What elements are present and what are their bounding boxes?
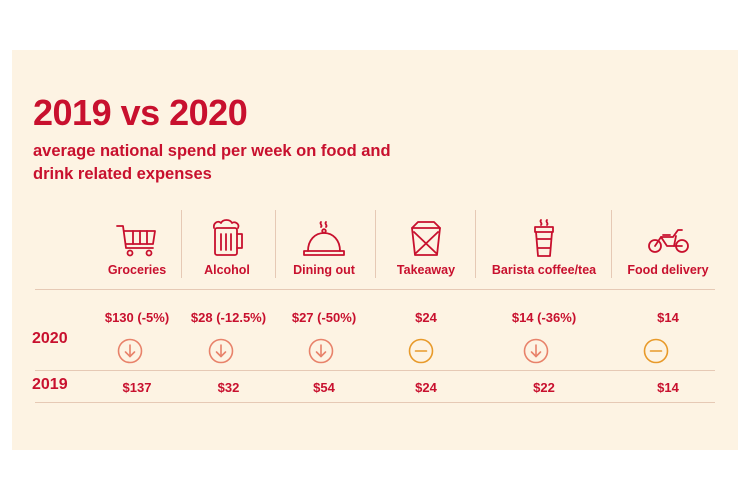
down-arrow-icon	[117, 338, 143, 364]
value-2020-dining-out: $27 (-50%)	[291, 310, 357, 325]
row-divider	[35, 370, 715, 371]
column-label: Barista coffee/tea	[491, 263, 597, 277]
no-change-icon	[408, 338, 434, 364]
value-2019-groceries: $137	[122, 380, 152, 395]
no-change-icon	[643, 338, 669, 364]
column-groceries: Groceries	[92, 210, 182, 290]
infographic-card: 2019 vs 2020 average national spend per …	[12, 50, 738, 450]
coffee-cup-icon	[534, 219, 554, 257]
column-dining-out: Dining out	[274, 210, 374, 290]
cloche-icon	[303, 221, 345, 256]
column-label: Groceries	[107, 263, 167, 277]
row-divider	[35, 402, 715, 403]
column-label: Food delivery	[627, 263, 709, 277]
down-arrow-icon	[523, 338, 549, 364]
column-label: Alcohol	[204, 263, 250, 277]
year-label-2020: 2020	[32, 330, 68, 347]
row-divider	[35, 289, 715, 290]
column-food-delivery: Food delivery	[612, 210, 724, 290]
value-2020-food-delivery: $14	[657, 310, 679, 325]
column-alcohol: Alcohol	[182, 210, 272, 290]
column-divider	[475, 210, 476, 278]
down-arrow-icon	[308, 338, 334, 364]
year-label-2019: 2019	[32, 376, 68, 393]
column-takeaway: Takeaway	[376, 210, 476, 290]
beer-mug-icon	[212, 219, 243, 256]
column-label: Takeaway	[396, 263, 456, 277]
value-2019-dining-out: $54	[313, 380, 335, 395]
page-title: 2019 vs 2020	[33, 92, 248, 133]
down-arrow-icon	[208, 338, 234, 364]
page-subtitle: average national spend per week on food …	[33, 142, 391, 183]
shopping-cart-icon	[116, 225, 156, 257]
motorbike-icon	[648, 229, 689, 253]
value-2019-food-delivery: $14	[657, 380, 679, 395]
value-2019-barista-coffee: $22	[533, 380, 555, 395]
value-2020-takeaway: $24	[415, 310, 437, 325]
value-2020-groceries: $130 (-5%)	[104, 310, 170, 325]
value-2019-alcohol: $32	[217, 380, 240, 395]
column-divider	[181, 210, 182, 278]
column-label: Dining out	[293, 263, 355, 277]
column-divider	[375, 210, 376, 278]
value-2020-barista-coffee: $14 (-36%)	[511, 310, 577, 325]
value-2019-takeaway: $24	[415, 380, 437, 395]
value-2020-alcohol: $28 (-12.5%)	[190, 310, 267, 325]
takeaway-box-icon	[411, 221, 441, 256]
column-divider	[611, 210, 612, 278]
column-divider	[275, 210, 276, 278]
column-barista-coffee: Barista coffee/tea	[476, 210, 612, 290]
